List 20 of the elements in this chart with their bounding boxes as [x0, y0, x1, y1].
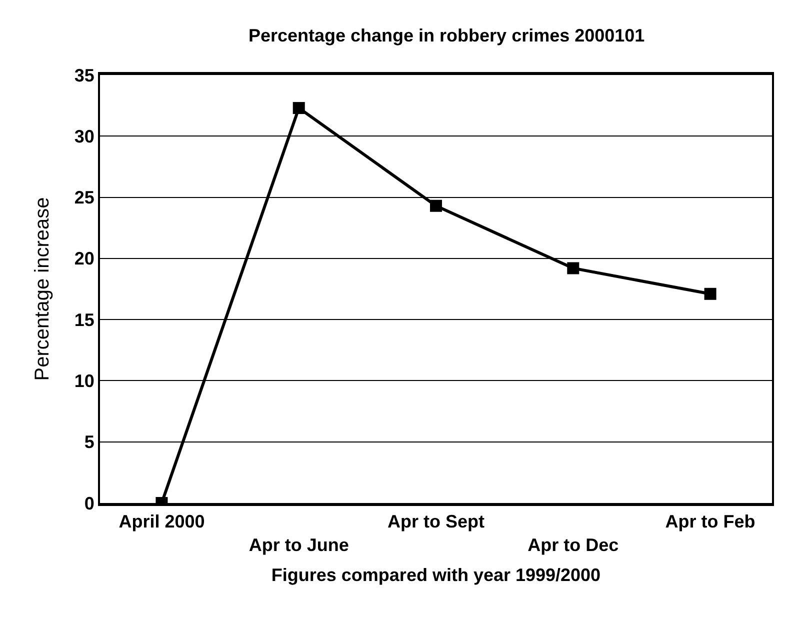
- x-tick-label: Apr to Feb: [665, 512, 756, 532]
- y-tick-label: 5: [84, 432, 94, 452]
- chart-title: Percentage change in robbery crimes 2000101: [248, 26, 645, 46]
- y-tick-label: 35: [74, 65, 94, 86]
- y-axis-title: Percentage increase: [31, 197, 54, 381]
- point: [292, 102, 305, 114]
- x-tick-label: April 2000: [118, 512, 205, 532]
- x-axis-title: Figures compared with year 1999/2000: [271, 565, 601, 586]
- point: [704, 288, 716, 300]
- y-tick-label: 20: [74, 248, 94, 269]
- y-tick-label: 10: [74, 371, 94, 392]
- y-tick-label: 15: [74, 310, 94, 330]
- point: [430, 200, 442, 212]
- x-tick-label: Apr to June: [248, 535, 349, 555]
- x-tick-label: Apr to Sept: [388, 512, 484, 532]
- y-tick-label: 30: [74, 126, 94, 146]
- point: [567, 262, 580, 274]
- x-tick-label: Apr to Dec: [528, 535, 619, 555]
- y-tick-label: 25: [74, 188, 94, 208]
- y-tick-label: 0: [84, 493, 94, 514]
